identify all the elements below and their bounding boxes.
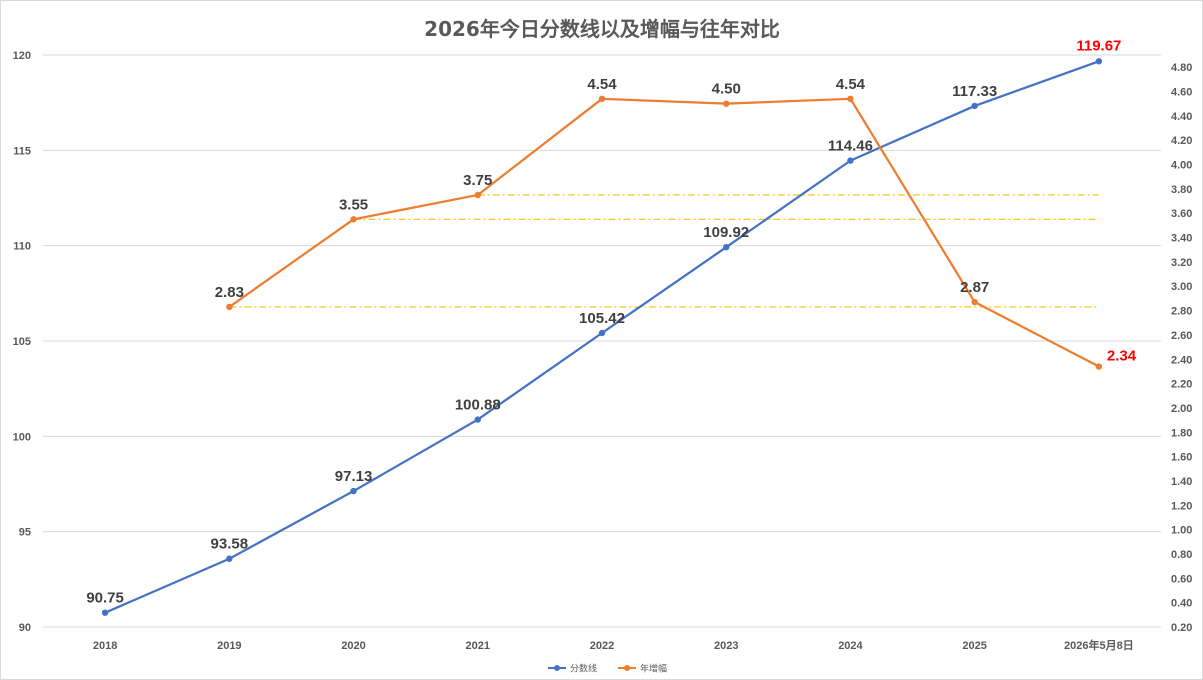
- y-right-tick-label: 1.40: [1171, 476, 1192, 488]
- x-tick-label: 2025: [962, 640, 986, 652]
- data-label: 4.54: [587, 76, 617, 93]
- y-right-tick-label: 3.20: [1171, 257, 1192, 269]
- y-right-tick-label: 0.80: [1171, 549, 1192, 561]
- data-point: [723, 243, 730, 251]
- data-label: 4.50: [712, 81, 741, 98]
- data-point: [847, 157, 854, 164]
- chart-title: 2026年今日分数线以及增幅与往年对比: [424, 17, 780, 41]
- legend-label: 分数线: [570, 663, 597, 675]
- y-right-tick-label: 2.00: [1171, 403, 1192, 415]
- data-label: 3.55: [339, 196, 368, 213]
- y-right-tick-label: 1.00: [1171, 525, 1192, 537]
- data-point: [226, 555, 233, 562]
- data-label: 90.75: [86, 590, 124, 607]
- y-right-tick-label: 2.80: [1171, 306, 1192, 318]
- x-tick-label: 2019: [217, 640, 241, 652]
- y-right-tick-label: 4.80: [1171, 62, 1192, 74]
- y-left-tick-label: 120: [13, 50, 31, 62]
- y-right-tick-label: 0.20: [1171, 622, 1192, 634]
- x-tick-label: 2026年5月8日: [1064, 638, 1134, 652]
- y-right-tick-label: 1.80: [1171, 427, 1192, 439]
- data-label: 100.88: [455, 397, 501, 414]
- y-left-tick-label: 95: [19, 527, 31, 539]
- data-point: [723, 100, 730, 107]
- reference-lines: [229, 194, 1099, 308]
- data-point: [226, 303, 233, 311]
- y-left-tick-label: 115: [13, 145, 31, 157]
- x-tick-label: 2022: [590, 640, 614, 652]
- data-label: 105.42: [579, 310, 625, 327]
- y-left-tick-label: 100: [13, 431, 31, 443]
- y-right-tick-label: 4.40: [1171, 111, 1192, 123]
- y-left-tick-label: 110: [13, 241, 31, 253]
- y-right-tick-label: 0.40: [1171, 598, 1192, 610]
- data-point: [1095, 58, 1103, 65]
- data-label: 119.67: [1076, 37, 1121, 54]
- y-right-tick-label: 2.60: [1171, 330, 1192, 342]
- legend-marker: [554, 665, 560, 671]
- legend-marker: [624, 665, 630, 671]
- data-label: 2.83: [215, 284, 244, 301]
- data-label: 97.13: [335, 468, 373, 485]
- x-tick-label: 2020: [341, 640, 365, 652]
- y-right-tick-label: 3.80: [1171, 184, 1192, 196]
- y-right-tick-label: 1.20: [1171, 500, 1192, 512]
- data-point: [350, 216, 357, 223]
- y-right-tick-label: 4.00: [1171, 160, 1192, 172]
- y-right-tick-label: 4.20: [1171, 135, 1192, 147]
- data-point: [101, 609, 109, 616]
- y-left-tick-label: 105: [13, 336, 31, 348]
- y-right-tick-label: 3.60: [1171, 208, 1192, 220]
- legend-label: 年增幅: [640, 663, 667, 675]
- data-point: [971, 102, 978, 110]
- data-label: 109.92: [703, 224, 749, 241]
- data-label: 114.46: [828, 138, 873, 155]
- data-point: [350, 487, 357, 495]
- x-tick-label: 2024: [838, 640, 863, 652]
- series-line-score: [104, 60, 1100, 614]
- data-point: [847, 95, 854, 103]
- y-right-tick-label: 2.40: [1171, 354, 1192, 366]
- data-label: 117.33: [952, 83, 997, 100]
- y-right-tick-label: 2.20: [1171, 379, 1192, 391]
- x-tick-label: 2023: [714, 640, 738, 652]
- data-label: 3.75: [463, 172, 492, 189]
- series-line-growth: [228, 97, 1100, 368]
- y-right-tick-label: 4.60: [1171, 87, 1192, 99]
- y-right-tick-label: 3.00: [1171, 281, 1192, 293]
- axis-ticks: 90 95 100 105 110 115 120 0.20 0.40 0.60 0.80 1.00 1…: [13, 50, 1193, 652]
- x-tick-label: 2018: [93, 640, 117, 652]
- series-lines: [101, 58, 1103, 616]
- gridlines: [43, 54, 1161, 628]
- y-right-tick-label: 1.60: [1171, 452, 1192, 464]
- data-point: [474, 416, 481, 423]
- x-tick-label: 2021: [466, 640, 490, 652]
- data-label: 2.34: [1107, 348, 1137, 365]
- data-point: [971, 298, 978, 306]
- data-label: 4.54: [836, 76, 866, 93]
- data-label: 93.58: [211, 536, 249, 553]
- data-point: [1095, 363, 1103, 370]
- data-point: [598, 95, 606, 103]
- data-point: [474, 191, 481, 199]
- data-label: 2.87: [960, 279, 989, 296]
- legend: 分数线 年增幅: [548, 663, 667, 675]
- y-left-tick-label: 90: [19, 622, 31, 634]
- data-labels: 90.75 93.58 97.13 100.88 105.42 109.92 114.46 1…: [86, 37, 1136, 606]
- y-right-tick-label: 3.40: [1171, 233, 1192, 245]
- data-point: [598, 329, 606, 337]
- y-right-tick-label: 0.60: [1171, 573, 1192, 585]
